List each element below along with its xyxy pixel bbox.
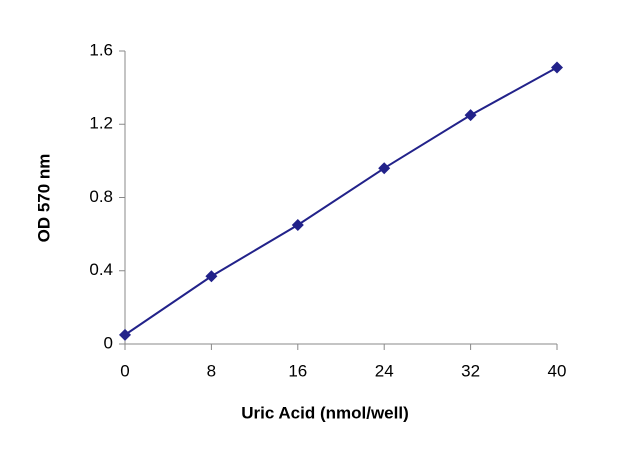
x-tick-label: 0 (120, 361, 129, 380)
x-tick-label: 8 (207, 361, 216, 380)
data-point (291, 218, 304, 231)
x-tick-label: 40 (548, 361, 567, 380)
x-axis-title: Uric Acid (nmol/well) (241, 403, 409, 422)
y-tick-label: 1.6 (89, 40, 113, 59)
data-point (464, 109, 477, 122)
y-tick-label: 0 (104, 333, 113, 352)
x-tick-label: 32 (461, 361, 480, 380)
data-point (378, 162, 391, 175)
data-point (551, 61, 563, 74)
x-tick-label: 16 (288, 361, 307, 380)
y-axis-title: OD 570 nm (34, 154, 53, 243)
x-tick-label: 24 (375, 361, 394, 380)
y-tick-label: 0.8 (89, 187, 113, 206)
data-line (124, 66, 558, 336)
y-tick-label: 1.2 (89, 114, 113, 133)
data-point (205, 270, 218, 283)
y-tick-label: 0.4 (89, 260, 113, 279)
data-point (119, 328, 131, 341)
